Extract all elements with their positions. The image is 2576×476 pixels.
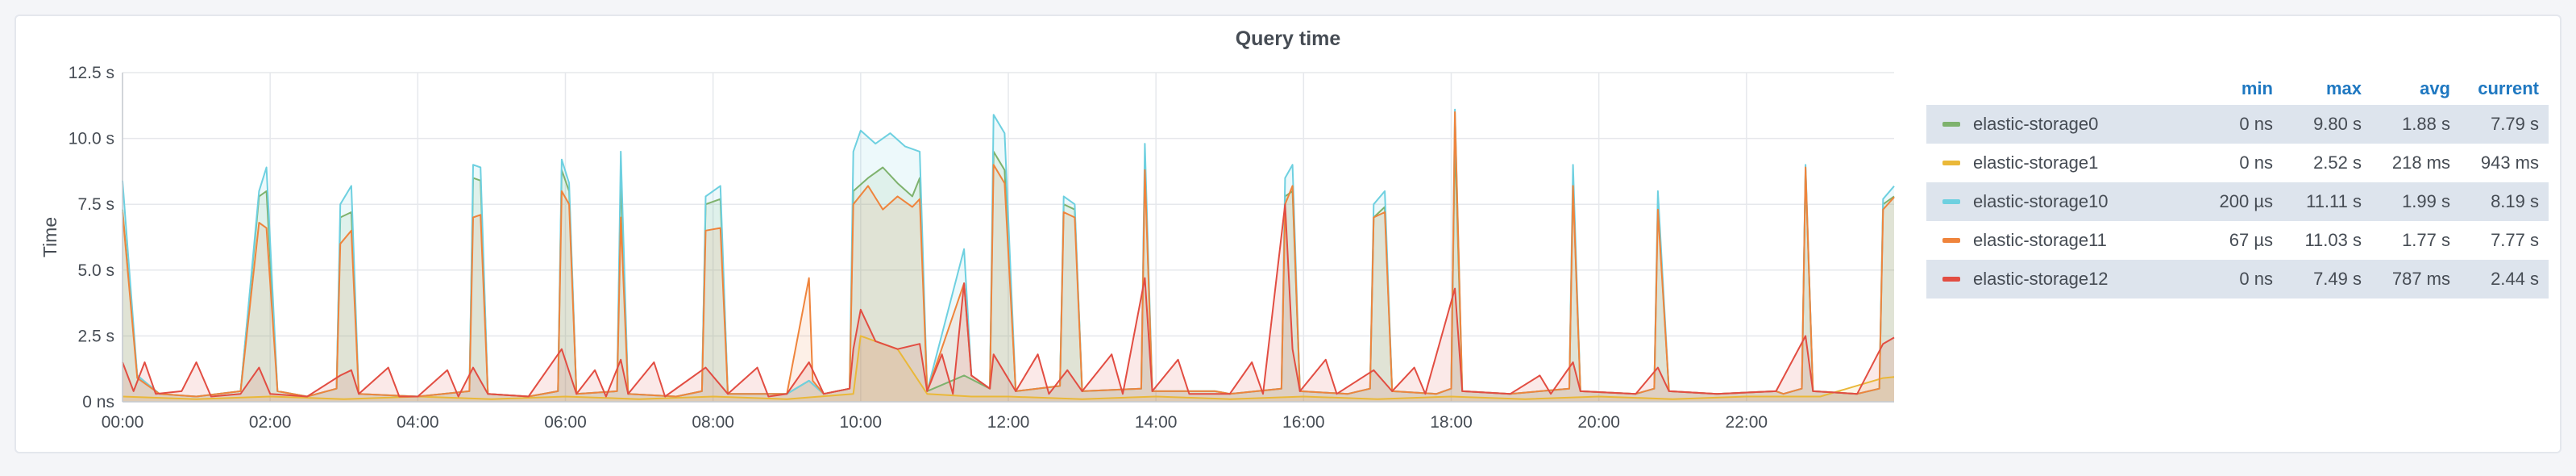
x-tick-label: 00:00 bbox=[102, 413, 144, 432]
x-tick-label: 14:00 bbox=[1135, 413, 1178, 432]
legend-min: 67 µs bbox=[2229, 230, 2273, 250]
x-tick-label: 04:00 bbox=[397, 413, 439, 432]
legend-header: min max avg current bbox=[1926, 73, 2549, 105]
legend-header-current[interactable]: current bbox=[2478, 78, 2539, 98]
y-tick-label: 0 ns bbox=[82, 393, 114, 411]
x-tick-label: 22:00 bbox=[1726, 413, 1768, 432]
grid bbox=[122, 72, 1894, 403]
legend-header-min[interactable]: min bbox=[2241, 78, 2273, 98]
legend-series-name[interactable]: elastic-storage1 bbox=[1973, 152, 2099, 173]
y-tick-label: 7.5 s bbox=[77, 195, 114, 214]
legend-max: 9.80 s bbox=[2313, 114, 2362, 134]
x-tick-label: 16:00 bbox=[1282, 413, 1325, 432]
legend-max: 11.11 s bbox=[2306, 191, 2362, 211]
y-axis-label: Time bbox=[39, 217, 60, 257]
y-tick-label: 5.0 s bbox=[77, 261, 114, 280]
legend-table: min max avg current elastic-storage0 0 n… bbox=[1926, 73, 2549, 299]
legend-max: 2.52 s bbox=[2313, 152, 2362, 173]
legend-max: 7.49 s bbox=[2313, 269, 2362, 289]
query-time-chart[interactable]: 0 ns 2.5 s 5.0 s 7.5 s 10.0 s 12.5 s 00:00 02:0… bbox=[16, 16, 2560, 452]
series-line-elastic-storage12 bbox=[122, 203, 1895, 398]
y-tick-label: 10.0 s bbox=[69, 130, 114, 148]
legend-series-name[interactable]: elastic-storage10 bbox=[1973, 191, 2109, 211]
legend-avg: 1.77 s bbox=[2402, 230, 2450, 250]
legend-current: 7.77 s bbox=[2491, 230, 2539, 250]
x-tick-label: 02:00 bbox=[249, 413, 292, 432]
legend-current: 8.19 s bbox=[2491, 191, 2539, 211]
legend-row-elastic-storage0[interactable]: elastic-storage0 0 ns 9.80 s 1.88 s 7.79… bbox=[1926, 105, 2549, 144]
y-tick-label: 2.5 s bbox=[77, 327, 114, 345]
legend-swatch-icon[interactable] bbox=[1942, 122, 1960, 127]
x-tick-label: 20:00 bbox=[1577, 413, 1620, 432]
legend-avg: 1.88 s bbox=[2402, 114, 2450, 134]
legend-row-elastic-storage12[interactable]: elastic-storage12 0 ns 7.49 s 787 ms 2.4… bbox=[1926, 260, 2549, 299]
legend-series-name[interactable]: elastic-storage0 bbox=[1973, 114, 2099, 134]
legend-row-elastic-storage11[interactable]: elastic-storage11 67 µs 11.03 s 1.77 s 7… bbox=[1926, 221, 2549, 260]
legend-current: 943 ms bbox=[2480, 152, 2539, 173]
legend-avg: 787 ms bbox=[2391, 269, 2450, 289]
legend-swatch-icon[interactable] bbox=[1942, 277, 1960, 282]
series-lines bbox=[122, 108, 1895, 400]
legend-min: 200 µs bbox=[2219, 191, 2274, 211]
x-tick-label: 08:00 bbox=[692, 413, 734, 432]
legend-avg: 218 ms bbox=[2391, 152, 2450, 173]
legend-series-name[interactable]: elastic-storage12 bbox=[1973, 269, 2109, 289]
series-line-elastic-storage1 bbox=[122, 335, 1895, 400]
y-tick-label: 12.5 s bbox=[69, 64, 114, 82]
legend-swatch-icon[interactable] bbox=[1942, 199, 1960, 204]
legend-current: 2.44 s bbox=[2491, 269, 2539, 289]
legend-max: 11.03 s bbox=[2304, 230, 2362, 250]
panel-title: Query time bbox=[1235, 27, 1341, 50]
legend-min: 0 ns bbox=[2239, 114, 2273, 134]
axes: 0 ns 2.5 s 5.0 s 7.5 s 10.0 s 12.5 s 00:00 02:0… bbox=[39, 64, 1894, 432]
legend-swatch-icon[interactable] bbox=[1942, 238, 1960, 243]
legend-min: 0 ns bbox=[2239, 152, 2273, 173]
legend-header-max[interactable]: max bbox=[2325, 78, 2362, 98]
legend-header-avg[interactable]: avg bbox=[2420, 78, 2450, 98]
legend-row-elastic-storage10[interactable]: elastic-storage10 200 µs 11.11 s 1.99 s … bbox=[1926, 182, 2549, 221]
x-tick-label: 10:00 bbox=[840, 413, 883, 432]
x-tick-label: 18:00 bbox=[1430, 413, 1473, 432]
legend-current: 7.79 s bbox=[2491, 114, 2539, 134]
legend-row-elastic-storage1[interactable]: elastic-storage1 0 ns 2.52 s 218 ms 943 … bbox=[1926, 144, 2549, 182]
legend-min: 0 ns bbox=[2239, 269, 2273, 289]
legend-avg: 1.99 s bbox=[2402, 191, 2450, 211]
x-tick-label: 06:00 bbox=[544, 413, 587, 432]
query-time-panel: Query time 0 ns 2.5 s 5.0 s 7.5 s 10.0 s 12.5… bbox=[15, 15, 2561, 453]
legend-swatch-icon[interactable] bbox=[1942, 161, 1960, 165]
legend-series-name[interactable]: elastic-storage11 bbox=[1973, 230, 2107, 250]
series-area-elastic-storage0 bbox=[123, 138, 1894, 402]
x-tick-label: 12:00 bbox=[987, 413, 1030, 432]
